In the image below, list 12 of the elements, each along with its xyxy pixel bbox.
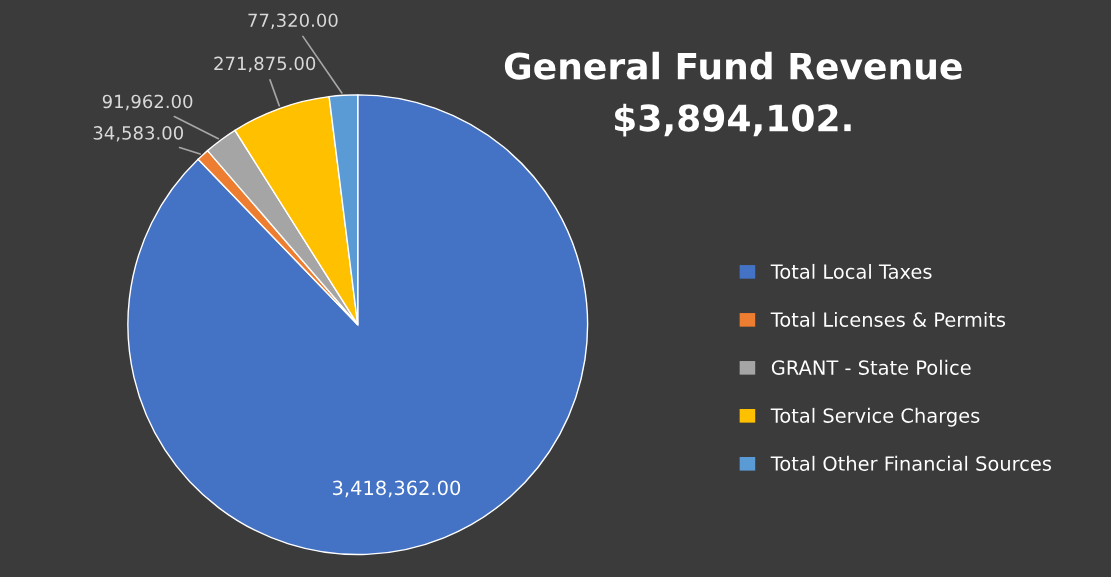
data-label: 271,875.00 — [214, 56, 316, 73]
text: General Fund Revenue — [504, 51, 962, 80]
data-label: 77,320.00 — [248, 13, 338, 29]
legend-label: Total Local Taxes — [770, 263, 932, 279]
legend-label: Total Service Charges — [770, 407, 980, 427]
legend-label: Total Other Financial Sources — [770, 455, 1052, 471]
text: $3,894,102. — [615, 103, 851, 137]
legend-label: Total Licenses & Permits — [770, 311, 1006, 327]
data-label: 91,962.00 — [102, 94, 193, 111]
data-label: 3,418,362.00 — [333, 480, 461, 498]
data-label: 34,583.00 — [93, 126, 184, 142]
legend-label: GRANT - State Police — [771, 359, 971, 375]
